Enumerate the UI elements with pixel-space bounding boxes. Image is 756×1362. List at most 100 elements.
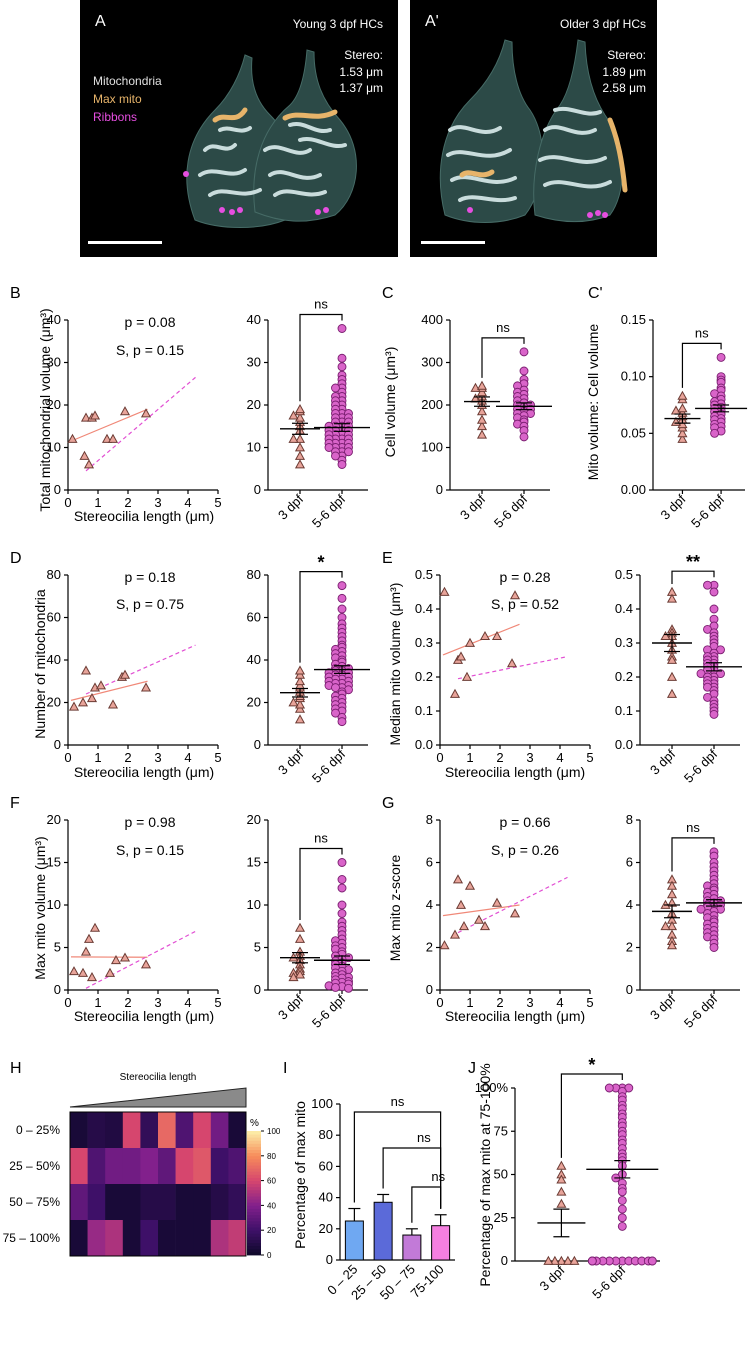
panel-f-x-tick-label: 0 — [64, 995, 71, 1010]
panel-g-group-y-tick-label: 0 — [626, 982, 633, 997]
heatmap-cell — [228, 1112, 247, 1149]
panel-j-data-point — [647, 1256, 657, 1266]
panel-a-prime-letter: A' — [425, 13, 439, 30]
panel-j-data-point — [617, 1204, 627, 1214]
panel-a-title: Young 3 dpf HCs — [293, 17, 383, 31]
panel-a-prime-title: Older 3 dpf HCs — [560, 17, 646, 31]
panel-b-group-y-tick-label: 0 — [254, 482, 261, 497]
panel-e-group-data-point — [703, 580, 712, 590]
panel-i-y-tick-label: 100 — [311, 1096, 333, 1111]
panel-j-significance-bracket — [560, 1073, 623, 1158]
panel-c-data-point — [519, 366, 529, 376]
panel-g-fit-line-3dpf — [442, 904, 520, 917]
panel-j-significance-label: * — [588, 1055, 595, 1075]
panel-f-data-point — [119, 952, 131, 962]
panel-b-group-data-point — [337, 324, 347, 333]
panel-a-stereo-value-1: 1.53 μm — [339, 65, 383, 79]
heatmap-cell — [193, 1184, 212, 1221]
colorbar-segment — [247, 1158, 261, 1163]
colorbar-segment — [247, 1137, 261, 1141]
panel-g-x-tick-label: 3 — [526, 995, 533, 1010]
colorbar-segment — [247, 1171, 261, 1175]
panel-g-x-tick-label: 1 — [466, 995, 473, 1010]
panel-g-data-point — [479, 921, 491, 931]
panel-c-data-point — [519, 432, 529, 442]
colorbar-segment — [247, 1239, 261, 1243]
panel-j-data-point — [617, 1195, 627, 1205]
panel-f-y-tick-label: 10 — [47, 897, 61, 912]
panel-b-group-data-point — [294, 459, 306, 469]
panel-b-group-group-label: 3 dpf — [275, 491, 306, 522]
colorbar-segment — [247, 1183, 261, 1188]
panel-d-data-point — [119, 669, 131, 679]
heatmap-cell — [105, 1112, 124, 1149]
colorbar-segment — [247, 1168, 261, 1172]
heatmap-cell — [158, 1220, 176, 1257]
panel-c-group-label: 3 dpf — [457, 491, 488, 522]
panel-f-group-y-tick-label: 15 — [247, 855, 261, 870]
panel-f-data-point — [80, 946, 92, 956]
panel-f-group-data-point — [294, 922, 306, 932]
colorbar-segment — [247, 1186, 261, 1191]
panel-b-x-tick-label: 0 — [64, 495, 71, 510]
panel-g-group-data-point — [709, 943, 719, 952]
panel-f-group-y-tick-label: 20 — [247, 812, 261, 827]
panel-i-bar — [431, 1225, 451, 1261]
panel-c-y-tick-label: 200 — [421, 397, 443, 412]
panel-f-data-point — [110, 955, 122, 965]
panel-j-data-point — [617, 1187, 627, 1197]
panel-d-x-tick-label: 1 — [94, 750, 101, 765]
panel-d-p-value: p = 0.18 — [125, 569, 176, 585]
panel-j-letter: J — [468, 1060, 476, 1077]
panel-g-group-data-point — [666, 940, 678, 950]
panel-f-data-point — [77, 967, 89, 977]
heatmap-border — [69, 1111, 247, 1257]
heatmap-cell — [140, 1148, 159, 1185]
panel-c-y-tick-label: 0 — [436, 482, 443, 497]
panel-f-data-point — [140, 959, 152, 969]
panel-g-y-tick-label: 0 — [426, 982, 433, 997]
panel-c-data-point — [519, 347, 529, 357]
panel-d-group-data-point — [294, 665, 306, 675]
panel-d-group-data-point — [337, 604, 347, 614]
panel-f-p-value: p = 0.98 — [125, 814, 176, 830]
panel-a-prime-stereo-value-2: 2.58 μm — [602, 81, 646, 95]
panel-b-group-y-tick-label: 40 — [247, 312, 261, 327]
panel-d-x-tick-label: 2 — [124, 750, 131, 765]
colorbar-segment — [247, 1251, 261, 1256]
panel-b-data-point — [89, 410, 101, 420]
panel-b-fit-line-5-6dpf — [85, 376, 196, 472]
panel-c-prime-y-tick-label: 0.10 — [621, 369, 646, 384]
panel-e-y-tick-label: 0.4 — [415, 601, 433, 616]
colorbar-segment — [247, 1140, 261, 1144]
panel-c-data-point — [476, 414, 488, 424]
heatmap-cell — [158, 1112, 176, 1149]
panel-c-prime-y-tick-label: 0.15 — [621, 312, 646, 327]
heatmap-cell — [140, 1184, 159, 1221]
colorbar-segment — [247, 1220, 261, 1225]
panel-c-prime-data-point — [677, 390, 688, 400]
panel-d-group-y-tick-label: 20 — [247, 695, 261, 710]
colorbar-segment — [247, 1248, 261, 1253]
panel-g-x-tick-label: 5 — [586, 995, 593, 1010]
panel-c-group-label: 5-6 dpf — [491, 491, 530, 530]
panel-g-p-value: p = 0.66 — [500, 814, 551, 830]
legend-max-mito: Max mito — [93, 92, 142, 106]
panel-g-group-group-label: 5-6 dpf — [681, 991, 720, 1030]
panel-f-y-tick-label: 0 — [54, 982, 61, 997]
panel-c-data-point — [476, 429, 488, 439]
panel-b-group-data-point — [294, 433, 306, 443]
panel-b-y-tick-label: 20 — [47, 397, 61, 412]
panel-h-letter: H — [10, 1060, 22, 1077]
panel-c-prime-y-tick-label: 0.05 — [621, 425, 646, 440]
heatmap-cell — [193, 1220, 212, 1257]
heatmap-cell — [70, 1148, 88, 1185]
panel-b-letter: B — [10, 285, 21, 302]
panel-i-bar — [402, 1234, 422, 1261]
panel-g-x-tick-label: 0 — [436, 995, 443, 1010]
legend-ribbons: Ribbons — [93, 110, 137, 124]
panel-e-group-data-point — [709, 604, 719, 614]
panel-f-data-point — [89, 922, 101, 932]
panel-c-prime-data-point — [677, 433, 688, 443]
